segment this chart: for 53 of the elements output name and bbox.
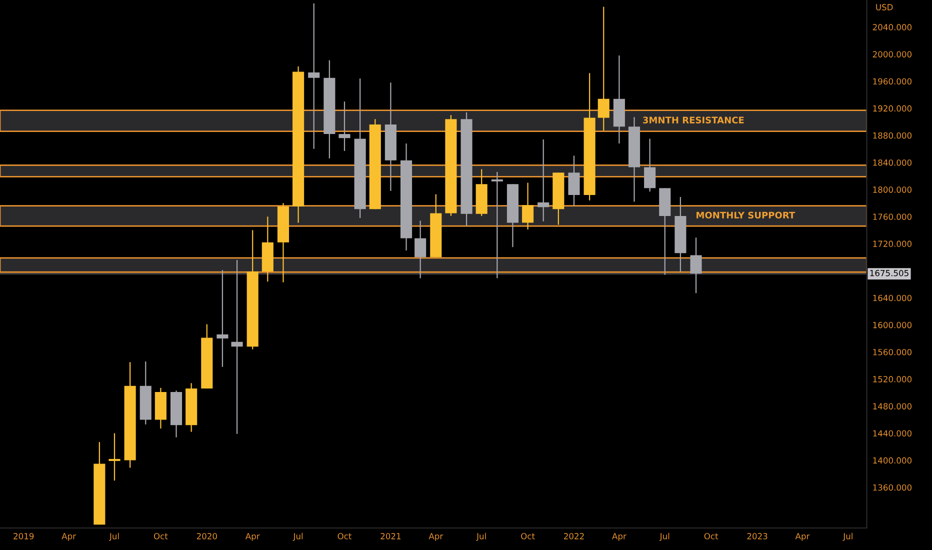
y-tick-label: 1840.000 [873,159,912,166]
candlestick [231,259,243,434]
x-tick-label: 2021 [380,533,401,540]
x-tick-label: Jul [476,532,486,541]
x-tick-label: Apr [428,533,444,541]
y-tick-label: 1440.000 [873,430,912,437]
band-label: MONTHLY SUPPORT [696,212,796,219]
candlestick [598,6,610,132]
candlestick [568,155,580,206]
candlestick [644,138,656,192]
y-tick-label: 1400.000 [873,457,912,464]
ref-line-label: 1675.505 [870,270,908,276]
x-tick-label: Apr [612,533,626,541]
y-tick-label: 1800.000 [873,186,912,193]
y-axis-title: USD [876,4,893,10]
y-tick-label: 1560.000 [873,348,912,356]
x-tick-label: Oct [338,533,352,540]
candlestick [308,2,320,150]
x-tick-label: Jul [842,532,852,541]
x-tick-label: Jul [659,532,670,541]
x-tick-label: Apr [245,533,260,541]
x-tick-label: 2022 [564,533,584,540]
y-tick-label: 1920.000 [873,105,912,112]
y-tick-label: 1520.000 [873,376,912,382]
y-tick-label: 1640.000 [873,294,912,302]
y-tick-label: 1600.000 [873,322,912,328]
y-tick-label: 1720.000 [873,240,912,247]
candlestick [522,182,534,230]
x-tick-label: 2020 [196,533,217,540]
x-tick-label: Oct [154,533,168,540]
y-tick-label: 1880.000 [873,132,912,139]
candlestick [414,220,426,279]
band-label: 3MNTH RESISTANCE [643,116,744,124]
x-tick-label: 2023 [747,533,768,540]
candlestick [690,237,702,294]
x-tick-label: Oct [521,533,535,540]
x-tick-label: 2019 [14,533,34,540]
x-tick-label: Apr [795,533,810,541]
candlestick [216,270,228,368]
y-tick-label: 1760.000 [873,214,912,220]
y-tick-label: 2040.000 [872,24,912,30]
y-tick-label: 1360.000 [873,484,912,491]
candlestick [491,171,503,279]
y-tick-label: 1480.000 [873,403,912,410]
y-tick-label: 1960.000 [873,78,912,85]
x-tick-label: Oct [704,533,718,540]
candlestick [538,138,550,222]
y-tick-label: 2000.000 [872,51,912,58]
x-tick-label: Jul [109,532,119,541]
x-tick-label: Jul [292,532,303,541]
candlestick [338,100,350,152]
candlestick [108,432,120,482]
x-tick-label: Apr [62,533,76,541]
